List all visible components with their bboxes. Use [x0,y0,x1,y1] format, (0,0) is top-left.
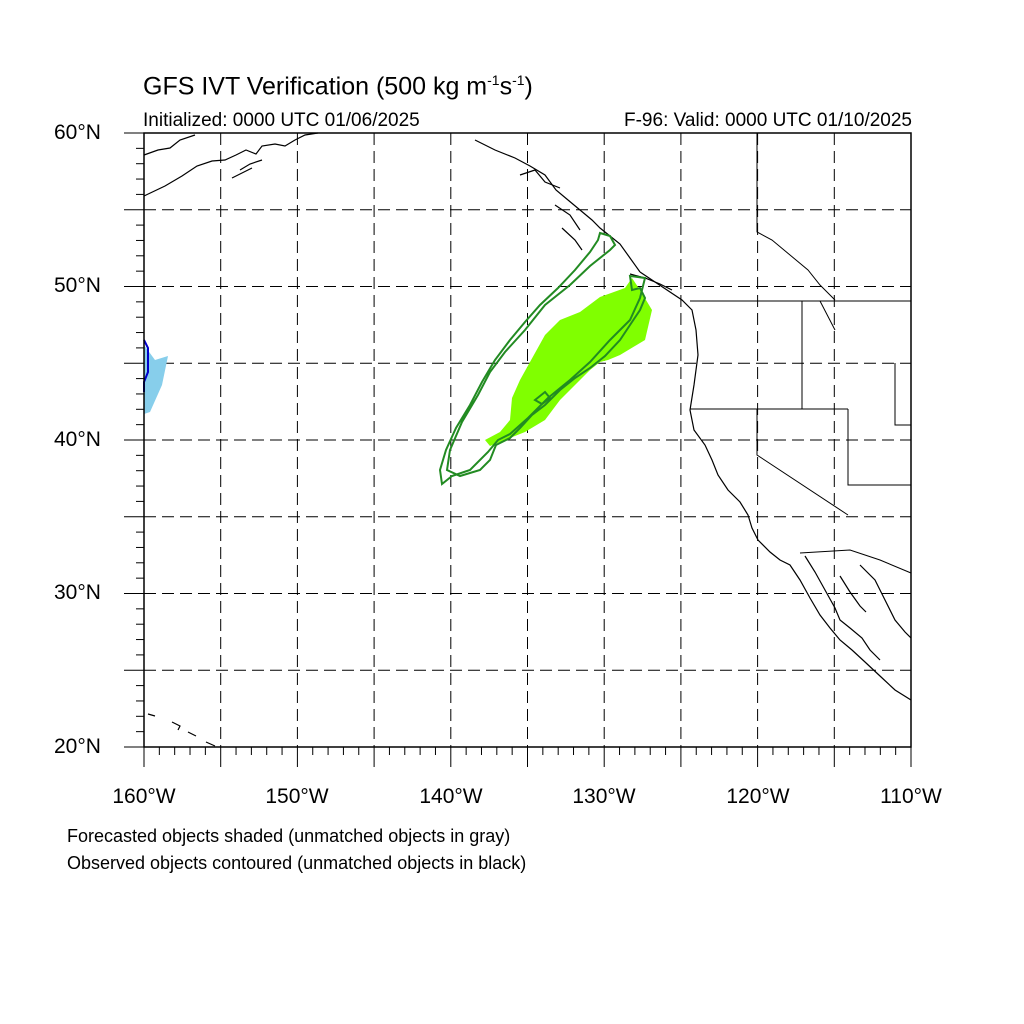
alaska-islands [231,159,263,179]
legend-forecast-note: Forecasted objects shaded (unmatched obj… [67,826,511,846]
figure-title: GFS IVT Verification (500 kg m-1s-1) [143,72,533,101]
state-borders [690,300,911,516]
baja-peninsula [804,555,881,661]
lat-label-20: 20°N [54,735,101,758]
observed-object-main [438,231,647,486]
political-borders [690,133,912,574]
initialized-label: Initialized: 0000 UTC 01/06/2025 [143,110,420,131]
axis-ticks [124,132,912,767]
lat-label-50: 50°N [54,274,101,297]
forecast-object-edge [144,345,168,414]
lon-label-130w: 130°W [572,785,636,808]
lat-label-40: 40°N [54,428,101,451]
lon-label-140w: 140°W [419,785,483,808]
lon-label-120w: 120°W [726,785,790,808]
lat-label-60: 60°N [54,121,101,144]
lon-label-160w: 160°W [112,785,176,808]
valid-time-label: F-96: Valid: 0000 UTC 01/10/2025 [624,110,912,131]
forecast-object-main [485,278,652,446]
lon-label-150w: 150°W [265,785,329,808]
legend-observed-note: Observed objects contoured (unmatched ob… [67,853,527,873]
alaska-coast [143,132,319,197]
us-mexico-border [799,549,912,574]
us-west-coast [639,271,912,701]
mexico-mainland [859,564,912,639]
plot-frame [143,132,912,748]
grid-lines [144,133,911,747]
observed-object-loop [533,390,552,406]
bc-alberta-border [756,133,836,301]
alaska-coast-upper [143,134,196,156]
lon-label-110w: 110°W [880,785,942,808]
hawaii-islands [147,713,216,747]
forecast-objects [144,278,652,446]
panhandle-islands [519,169,583,251]
bc-alaska-panhandle [474,139,641,273]
lat-label-30: 30°N [54,581,101,604]
